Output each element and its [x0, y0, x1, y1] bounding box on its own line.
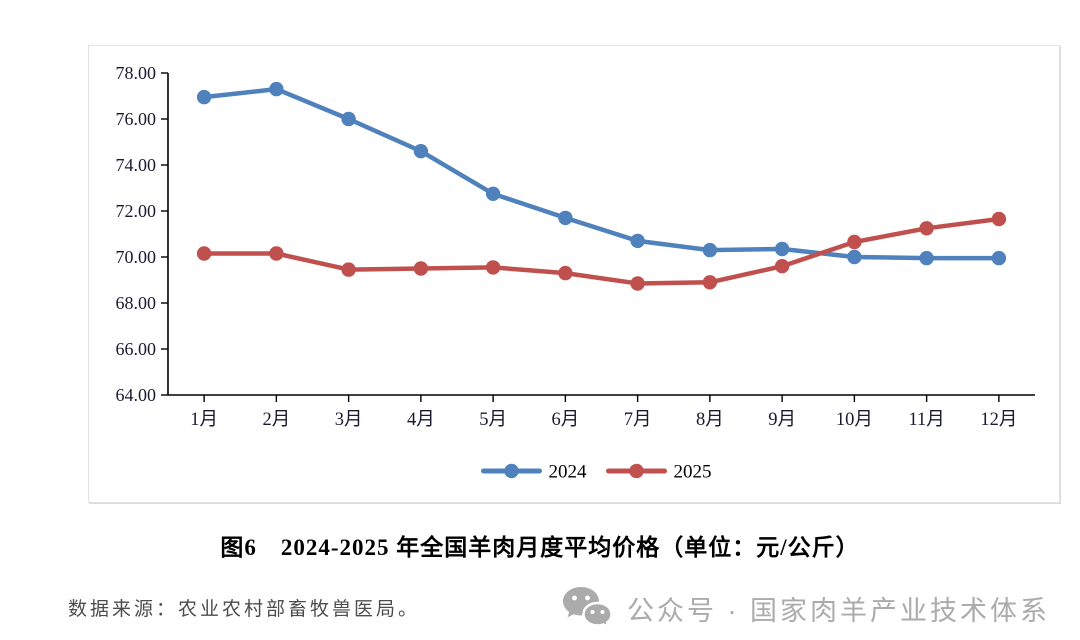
data-point-2025-11月	[919, 221, 934, 236]
data-point-2025-10月	[847, 234, 862, 250]
data-point-2024-1月	[196, 89, 212, 105]
figure-caption: 图6 2024-2025 年全国羊肉月度平均价格（单位：元/公斤）	[220, 535, 860, 560]
data-point-2025-7月	[630, 276, 645, 291]
watermark-text: 公众号 · 国家肉羊产业技术体系	[627, 595, 1050, 626]
x-tick-label: 5月	[479, 410, 507, 430]
legend-label-2025: 2025	[674, 462, 712, 483]
x-tick-label: 3月	[335, 410, 363, 430]
data-point-2025-2月	[269, 246, 284, 261]
y-axis: 64.00 66.00 68.00 70.00 72.00 74.00 76.00 78.00	[116, 63, 169, 405]
x-tick-label: 8月	[696, 410, 724, 430]
data-point-2025-8月	[702, 275, 718, 290]
legend: 2024 2025	[481, 462, 712, 483]
y-tick-label: 74.00	[116, 155, 157, 175]
data-point-2024-4月	[413, 144, 429, 159]
legend-label-2024: 2024	[549, 462, 588, 483]
legend-marker-2024	[504, 463, 519, 479]
watermark: 公众号 · 国家肉羊产业技术体系	[561, 585, 1050, 631]
y-tick-label: 68.00	[116, 293, 157, 313]
data-point-2024-3月	[341, 111, 356, 127]
data-point-2025-9月	[774, 259, 790, 274]
x-tick-label: 6月	[551, 410, 579, 430]
x-tick-label: 9月	[768, 410, 796, 430]
y-tick-label: 66.00	[116, 339, 157, 359]
x-tick-label: 2月	[262, 410, 290, 430]
data-point-2025-3月	[341, 262, 356, 277]
data-point-2025-1月	[196, 246, 212, 261]
data-point-2025-5月	[485, 260, 501, 275]
x-tick-label: 4月	[407, 410, 435, 430]
x-tick-label: 11月	[908, 410, 944, 430]
data-point-2024-6月	[558, 210, 573, 226]
data-point-2024-8月	[702, 242, 718, 258]
data-point-2024-11月	[919, 250, 934, 266]
data-point-2025-12月	[991, 211, 1007, 227]
legend-marker-2025	[629, 463, 644, 479]
data-point-2024-9月	[774, 241, 790, 257]
x-axis: 1月 2月 3月 4月 5月 6月 7月 8月 9月 10月 11月 12月	[168, 394, 1035, 430]
y-tick-label: 70.00	[116, 247, 157, 267]
chart-panel: 64.00 66.00 68.00 70.00 72.00 74.00 76.00 78.00…	[88, 45, 1060, 503]
data-point-2025-4月	[413, 261, 429, 276]
data-point-2025-6月	[558, 265, 573, 281]
y-tick-label: 76.00	[116, 109, 157, 129]
data-point-2024-12月	[991, 250, 1007, 266]
data-point-2024-7月	[630, 233, 645, 249]
x-tick-label: 12月	[980, 410, 1017, 430]
data-point-2024-5月	[485, 186, 501, 201]
series-2024	[196, 81, 1007, 266]
series-2025	[196, 211, 1007, 291]
series-line-2025	[201, 216, 1002, 286]
data-point-2024-10月	[847, 249, 862, 265]
x-tick-label: 7月	[624, 410, 652, 430]
x-tick-label: 1月	[190, 410, 218, 430]
y-tick-label: 64.00	[116, 385, 157, 405]
y-tick-label: 72.00	[116, 201, 157, 221]
price-line-chart: 64.00 66.00 68.00 70.00 72.00 74.00 76.00 78.00…	[116, 63, 1035, 483]
y-tick-label: 78.00	[116, 63, 157, 83]
x-tick-label: 10月	[836, 410, 873, 430]
wechat-icon	[563, 587, 613, 630]
data-source-note: 数据来源：农业农村部畜牧兽医局。	[68, 599, 421, 620]
series-line-2024	[201, 86, 1002, 261]
data-point-2024-2月	[269, 81, 284, 97]
